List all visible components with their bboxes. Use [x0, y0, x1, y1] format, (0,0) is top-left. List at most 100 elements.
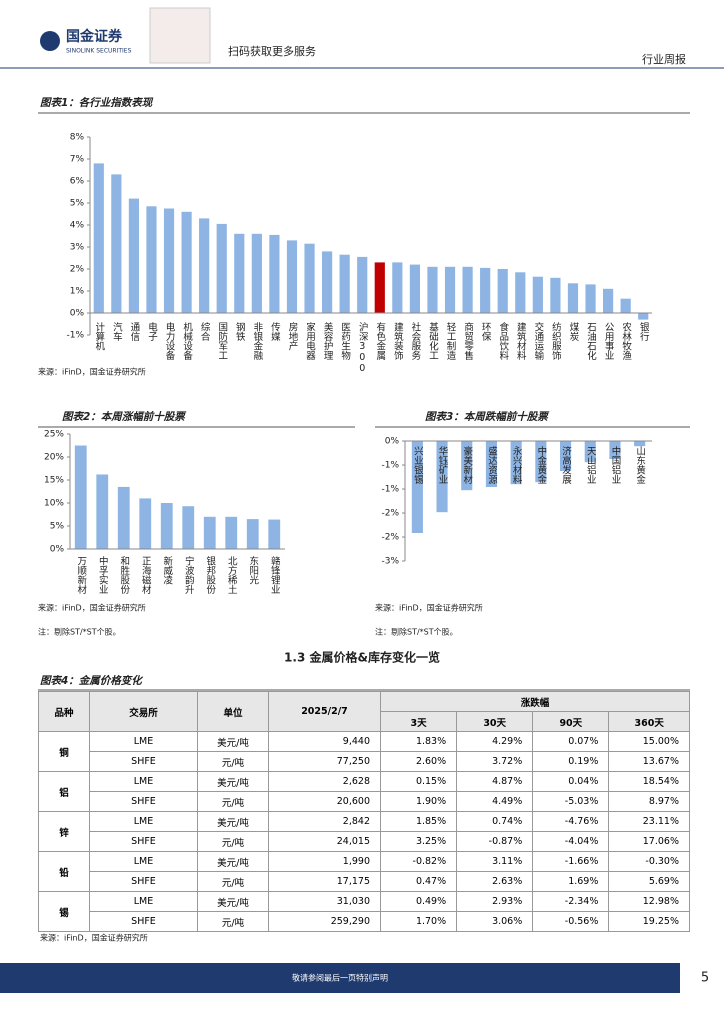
bar [532, 276, 543, 313]
price-table: 品种 交易所 单位 2025/2/7 涨跌幅 3天 30天 90天 360天铜 LME 美元/吨 9,… [38, 691, 690, 932]
bar [559, 441, 572, 471]
cell: -0.30% [608, 851, 690, 872]
x-tick-label: 交通运输 [532, 321, 544, 361]
cell: 30天 [456, 711, 534, 732]
y-tick-label: 10% [44, 499, 64, 509]
bar [510, 441, 522, 485]
row: SHFE 元/吨 17,175 0.47% 2.63% 1.69% 5.69% [39, 871, 690, 892]
bar [96, 474, 109, 549]
figure-note: 注：剔除ST/*ST个股。 [375, 627, 458, 637]
y-tick-label: 7% [70, 155, 85, 165]
y-tick-label: 5% [70, 199, 85, 209]
x-tick-label: 永兴材料 [511, 445, 523, 485]
cell: 美元/吨 [197, 851, 269, 872]
cell: 2.60% [379, 751, 458, 772]
cell: 铝 [38, 771, 90, 812]
figure-note: 注：剔除ST/*ST个股。 [38, 627, 121, 637]
cell: 13.67% [608, 751, 690, 772]
cell: 2,628 [268, 771, 381, 792]
x-tick-label: 电力设备 [164, 321, 176, 361]
cell: LME [89, 891, 198, 912]
bar [322, 251, 333, 313]
bar [585, 284, 596, 313]
y-tick-label: 0% [50, 545, 65, 555]
x-tick-label: 东阳光 [247, 555, 259, 585]
x-tick-label: 电子 [146, 321, 158, 341]
cell: LME [89, 851, 198, 872]
cell: 90天 [532, 711, 610, 732]
bar [497, 269, 508, 313]
y-tick-label: 0% [385, 437, 400, 447]
x-tick-label: 医药生物 [339, 322, 351, 361]
x-tick-label: 石油石化 [585, 322, 597, 361]
y-tick-label: 1% [70, 287, 85, 297]
cell: 1.83% [379, 731, 458, 752]
bar [436, 441, 448, 513]
x-tick-label: 基础化工 [427, 321, 439, 360]
cell: 3.11% [456, 851, 534, 872]
x-tick-label: 正海磁材 [140, 556, 152, 594]
bar [199, 218, 210, 313]
bar [139, 498, 152, 549]
cell: 元/吨 [197, 911, 269, 932]
cell: 元/吨 [197, 791, 269, 812]
cell: 9,440 [268, 731, 381, 752]
cell: 交易所 [89, 691, 198, 732]
y-tick-label: 3% [70, 243, 85, 253]
cell: 0.15% [379, 771, 458, 792]
x-tick-label: 农林牧渔 [620, 321, 632, 360]
cell: 259,290 [268, 911, 381, 932]
cell: SHFE [89, 831, 198, 852]
logo [40, 31, 60, 51]
bar [74, 445, 87, 549]
x-tick-label: 兴业银锡 [412, 446, 424, 485]
bar [634, 441, 646, 447]
cell: 2,842 [268, 811, 381, 832]
x-tick-label: 有色金属 [374, 321, 386, 361]
cell: 0.47% [379, 871, 458, 892]
y-tick-label: 0% [70, 309, 85, 319]
y-tick-label: -1% [381, 461, 399, 471]
cell: 品种 [38, 691, 90, 732]
bar [411, 441, 423, 533]
cell: 0.19% [532, 751, 610, 772]
row: 铜 LME 美元/吨 9,440 1.83% 4.29% 0.07% 15.00% [38, 731, 690, 772]
bar [304, 243, 315, 313]
cell: 3.06% [456, 911, 534, 932]
x-tick-label: 山东黄金 [634, 446, 646, 484]
cell: -0.87% [456, 831, 534, 852]
x-tick-label: 宁波韵升 [183, 555, 195, 595]
row: SHFE 元/吨 77,250 2.60% 3.72% 0.19% 13.67% [39, 751, 690, 772]
cell: 0.07% [532, 731, 610, 752]
cell: 17,175 [268, 871, 381, 892]
cell: 3.25% [379, 831, 458, 852]
cell: -4.04% [532, 831, 610, 852]
qr-code [149, 7, 211, 64]
cell: 0.04% [532, 771, 610, 792]
cell: 8.97% [608, 791, 690, 812]
bar [567, 283, 579, 313]
figure-source: 来源：iFinD，国金证券研究所 [375, 603, 483, 613]
cell: -4.76% [532, 811, 610, 832]
bar [203, 516, 216, 549]
cell: 2025/2/7 [268, 691, 381, 732]
y-tick-label: -1% [381, 485, 399, 495]
x-tick-label: 和胜股份 [118, 556, 130, 595]
bar [485, 441, 498, 487]
cell: 1.90% [379, 791, 458, 812]
table-source: 来源：iFinD，国金证券研究所 [40, 933, 148, 943]
x-tick-label: 济高发展 [560, 445, 572, 485]
cell: 4.49% [456, 791, 534, 812]
y-tick-label: 15% [44, 476, 64, 486]
x-tick-label: 银行 [638, 321, 650, 342]
bar [268, 519, 281, 549]
bar [181, 211, 192, 313]
x-tick-label: 计算机 [93, 321, 105, 351]
footer-band [0, 963, 680, 993]
cell: 单位 [197, 691, 269, 732]
figure-title: 图表1：各行业指数表现 [40, 96, 154, 109]
bar [128, 198, 139, 313]
x-tick-label: 北方稀土 [226, 556, 238, 594]
